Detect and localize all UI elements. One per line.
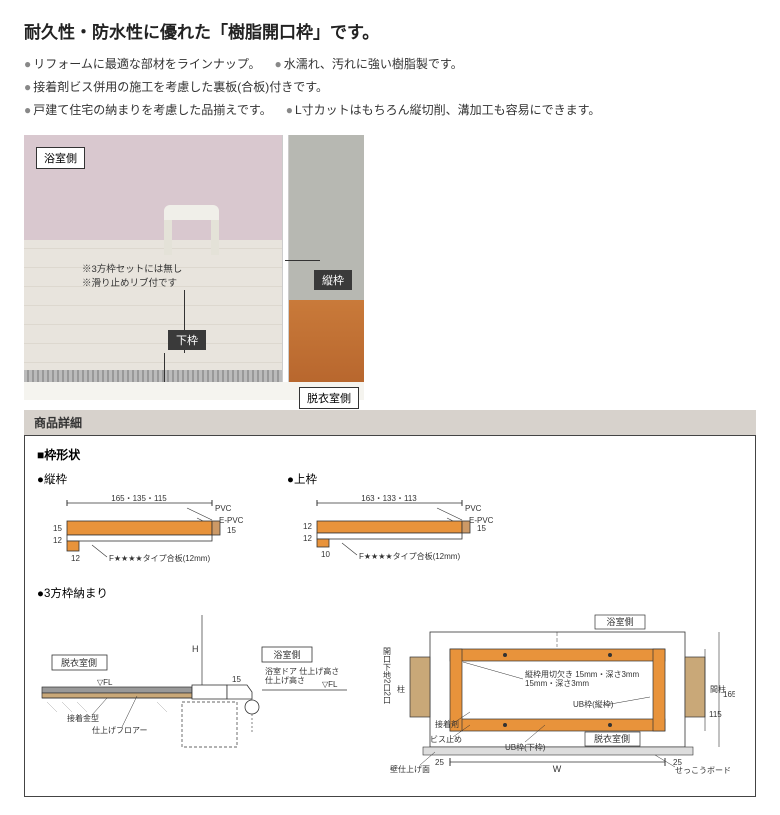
svg-text:12: 12	[303, 534, 312, 543]
svg-text:柱: 柱	[397, 684, 405, 694]
svg-text:▽FL: ▽FL	[97, 678, 113, 687]
label-vertical-frame: 縦枠	[314, 270, 352, 290]
svg-text:脱衣室側: 脱衣室側	[61, 657, 97, 668]
svg-text:脱衣室側: 脱衣室側	[594, 733, 630, 744]
svg-text:12: 12	[53, 536, 62, 545]
label-changing-side: 脱衣室側	[299, 387, 359, 409]
svg-text:UB枠(縦枠): UB枠(縦枠)	[573, 699, 614, 709]
svg-text:15: 15	[227, 526, 236, 535]
svg-text:15: 15	[53, 524, 62, 533]
svg-text:163・133・113: 163・133・113	[361, 494, 417, 503]
svg-text:25: 25	[673, 758, 682, 767]
svg-text:仕上げフロアー: 仕上げフロアー	[92, 725, 148, 735]
svg-text:F★★★★タイプ合板(12mm): F★★★★タイプ合板(12mm)	[109, 553, 210, 563]
svg-text:W: W	[553, 764, 562, 774]
section-drawing-left: 脱衣室側 浴室側 浴室ドア 仕上げ高さ 仕上げ高さ H	[37, 607, 357, 767]
svg-text:壁仕上げ面: 壁仕上げ面	[390, 764, 430, 774]
svg-text:UB枠(下枠): UB枠(下枠)	[505, 742, 546, 752]
svg-text:165: 165	[723, 690, 735, 699]
svg-text:仕上げ高さ: 仕上げ高さ	[265, 675, 305, 685]
svg-text:ビス止め: ビス止め	[430, 734, 462, 744]
svg-text:▽FL: ▽FL	[322, 680, 338, 689]
assembly-heading: ●3方枠納まり	[37, 585, 743, 601]
svg-text:浴室側: 浴室側	[606, 616, 633, 627]
svg-text:15: 15	[477, 524, 486, 533]
svg-text:F★★★★タイプ合板(12mm): F★★★★タイプ合板(12mm)	[359, 551, 460, 561]
bath-stool-icon	[164, 205, 219, 255]
shapes-heading: ■枠形状	[37, 446, 743, 463]
section-header: 商品詳細	[24, 410, 756, 435]
svg-text:開口下地2口2口: 開口下地2口2口	[383, 647, 392, 704]
svg-text:PVC: PVC	[465, 504, 482, 513]
detail-panel: ■枠形状 ●縦枠 165・135・115 PVC E-PVC 15	[24, 435, 756, 797]
note-text: ※3方枠セットには無し※滑り止めリブ付です	[82, 263, 182, 290]
svg-text:PVC: PVC	[215, 504, 232, 513]
svg-text:接着剤: 接着剤	[435, 719, 459, 729]
svg-text:E-PVC: E-PVC	[219, 516, 244, 525]
svg-text:H: H	[192, 644, 199, 654]
bullet-list: リフォームに最適な部材をラインナップ。水濡れ、汚れに強い樹脂製です。 接着剤ビス…	[24, 53, 756, 121]
label-bathroom-side: 浴室側	[36, 147, 85, 169]
product-rendering: 浴室側 ※3方枠セットには無し※滑り止めリブ付です 下枠 縦枠 脱衣室側	[24, 135, 364, 400]
svg-text:25: 25	[435, 758, 444, 767]
profile-top: ●上枠 163・133・113 PVC E-PVC 12 12 10	[287, 471, 507, 573]
svg-text:165・135・115: 165・135・115	[111, 494, 167, 503]
plan-drawing-right: 柱 間柱 せっこうボード 浴室側 脱衣室側 縦枠用切欠き 15mm・深さ3mm	[375, 607, 735, 782]
svg-text:接着金型: 接着金型	[67, 713, 99, 723]
svg-text:縦枠用切欠き 15mm・深さ3mm: 縦枠用切欠き 15mm・深さ3mm	[525, 669, 640, 679]
svg-text:15: 15	[232, 675, 241, 684]
label-bottom-frame: 下枠	[168, 330, 206, 350]
profile-vertical: ●縦枠 165・135・115 PVC E-PVC 15 12 12	[37, 471, 257, 573]
svg-text:15mm・深さ3mm: 15mm・深さ3mm	[525, 679, 589, 688]
svg-text:10: 10	[321, 550, 330, 559]
page-title: 耐久性・防水性に優れた「樹脂開口枠」です。	[24, 18, 756, 43]
svg-text:せっこうボード: せっこうボード	[675, 766, 731, 775]
svg-text:浴室ドア 仕上げ高さ: 浴室ドア 仕上げ高さ	[265, 666, 339, 676]
svg-text:浴室側: 浴室側	[273, 649, 300, 660]
svg-text:115: 115	[709, 710, 722, 719]
svg-text:12: 12	[71, 554, 80, 563]
svg-text:12: 12	[303, 522, 312, 531]
